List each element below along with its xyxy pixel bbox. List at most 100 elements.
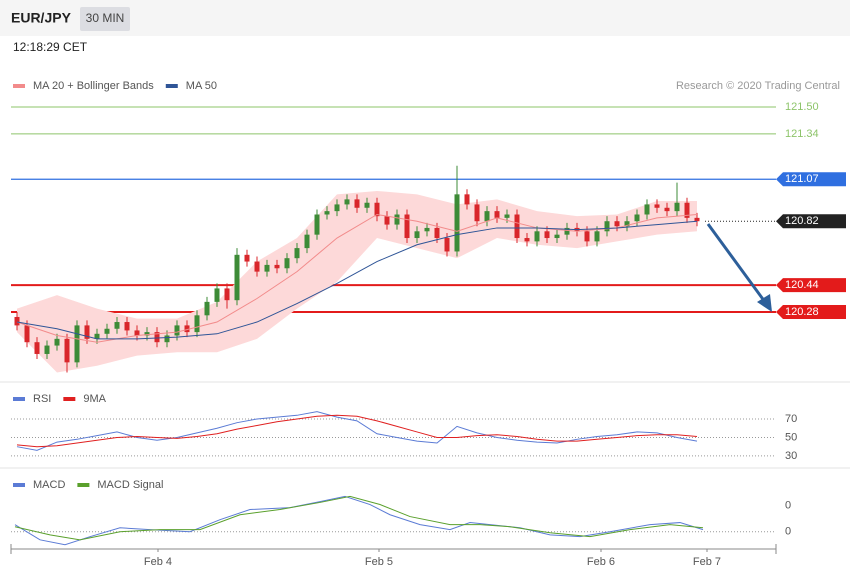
candle-body — [104, 328, 110, 334]
candle-body — [254, 261, 260, 272]
interval[interactable]: 30 MIN — [86, 11, 125, 25]
level-label: 120.44 — [785, 279, 819, 291]
candle-body — [614, 221, 620, 227]
candle-body — [314, 214, 320, 235]
level-label: 121.34 — [785, 128, 819, 140]
y-tick-label: 50 — [785, 431, 797, 443]
candle-body — [624, 221, 630, 227]
legend-label: MACD Signal — [97, 479, 163, 491]
candle-body — [74, 325, 80, 363]
candle-body — [264, 264, 270, 272]
candle-body — [384, 216, 390, 225]
candle-body — [494, 211, 500, 218]
candle-body — [324, 211, 330, 215]
candle-body — [344, 199, 350, 205]
candle-body — [304, 234, 310, 249]
candle-body — [274, 264, 280, 269]
forecast-arrow — [706, 223, 772, 312]
candle-body — [64, 338, 70, 363]
series-line — [14, 495, 704, 541]
level-tag — [776, 172, 846, 187]
series-line — [14, 495, 704, 546]
legend-label: 9MA — [83, 393, 106, 405]
candle-body — [334, 204, 340, 212]
candle-body — [44, 345, 50, 354]
x-tick-label: Feb 5 — [365, 556, 393, 568]
candle-body — [364, 202, 370, 208]
candle-body — [94, 333, 100, 339]
candle-body — [284, 258, 290, 269]
candle-body — [244, 254, 250, 262]
level-label: 121.50 — [785, 101, 819, 113]
candle-body — [534, 231, 540, 242]
series-line — [16, 213, 698, 343]
candle-body — [144, 332, 150, 336]
candle-body — [664, 207, 670, 212]
legend-label: RSI — [33, 393, 51, 405]
candle-body — [414, 231, 420, 239]
x-tick-label: Feb 7 — [693, 556, 721, 568]
candle-body — [514, 214, 520, 239]
candle-body — [224, 288, 230, 301]
candle-body — [84, 325, 90, 339]
series-line — [16, 411, 698, 451]
candle-body — [424, 227, 430, 232]
interval-button[interactable] — [80, 7, 130, 31]
candle-body — [184, 325, 190, 333]
candle-body — [374, 202, 380, 217]
candle-body — [484, 211, 490, 222]
candle-body — [124, 322, 130, 331]
candle-body — [564, 227, 570, 235]
candle-body — [524, 238, 530, 242]
y-tick-label: 70 — [785, 413, 797, 425]
candle-body — [634, 214, 640, 222]
legend-label: MA 20 + Bollinger Bands — [33, 80, 154, 92]
level-tag — [776, 214, 846, 229]
credit: Research © 2020 Trading Central — [676, 80, 840, 92]
candle-body — [464, 194, 470, 205]
level-tag — [776, 278, 846, 293]
candle-body — [694, 217, 700, 222]
candle-body — [34, 342, 40, 354]
candle-body — [474, 204, 480, 222]
candle-body — [434, 227, 440, 239]
candle-body — [354, 199, 360, 208]
header-bar — [0, 0, 850, 36]
candle-body — [674, 202, 680, 212]
bollinger-band — [17, 190, 697, 373]
series-line — [16, 414, 698, 448]
legend-label: MA 50 — [186, 80, 217, 92]
level-label: 120.82 — [785, 215, 819, 227]
candle-body — [404, 214, 410, 239]
candle-body — [394, 214, 400, 225]
candle-body — [114, 322, 120, 329]
candle-body — [154, 332, 160, 343]
time: 12:18:29 CET — [13, 40, 88, 54]
candle-body — [164, 335, 170, 343]
level-tag — [776, 304, 846, 319]
candle-body — [174, 325, 180, 336]
series-line — [16, 220, 698, 340]
candle-body — [544, 231, 550, 239]
y-tick-label: 0 — [785, 499, 791, 511]
candle-body — [594, 231, 600, 242]
candle-body — [554, 234, 560, 239]
candle-body — [24, 325, 30, 343]
candle-body — [504, 214, 510, 218]
candle-body — [204, 301, 210, 316]
candle-body — [194, 315, 200, 333]
candle-body — [654, 204, 660, 208]
candle-body — [444, 238, 450, 252]
candle-body — [584, 231, 590, 242]
x-tick-label: Feb 6 — [587, 556, 615, 568]
y-tick-label: 0 — [785, 526, 791, 538]
candle-body — [604, 221, 610, 232]
candle-body — [14, 316, 20, 326]
candle-body — [644, 204, 650, 215]
candle-body — [234, 254, 240, 301]
candle-body — [684, 202, 690, 218]
y-tick-label: 30 — [785, 450, 797, 462]
level-label: 121.07 — [785, 173, 819, 185]
legend-label: MACD — [33, 479, 65, 491]
